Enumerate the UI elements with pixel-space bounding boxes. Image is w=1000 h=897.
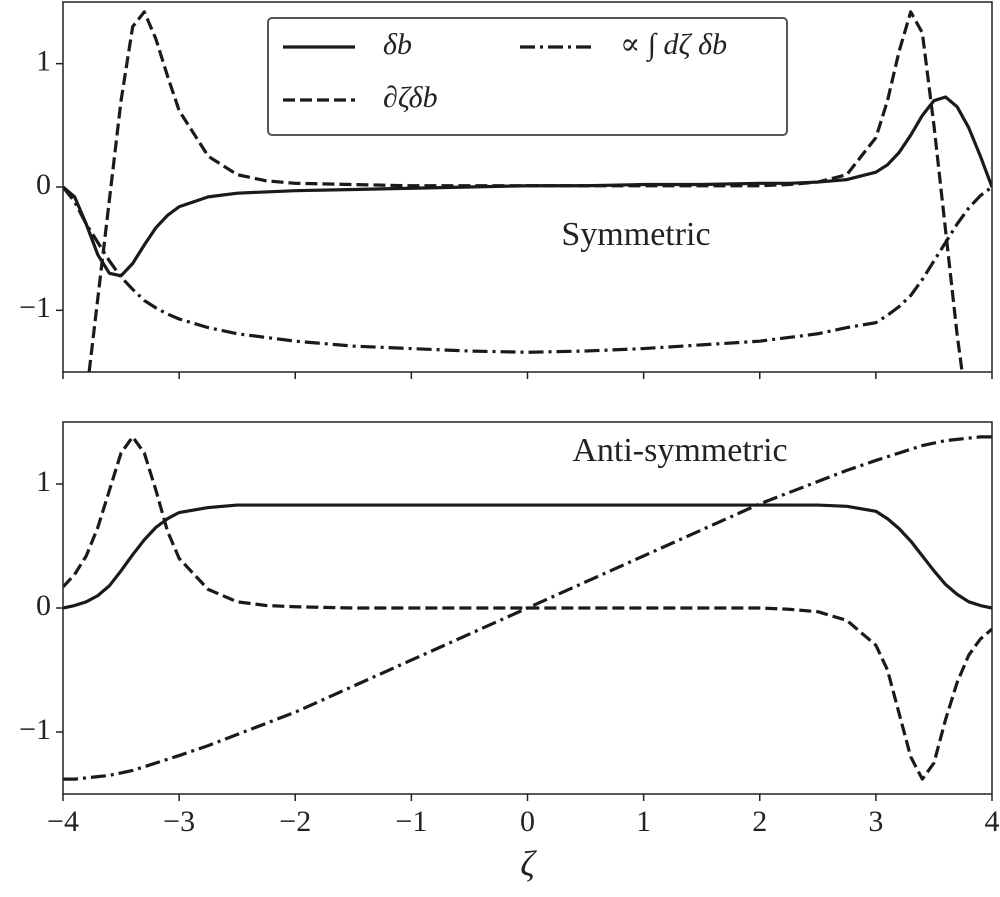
x-tick-label: 2 xyxy=(752,805,767,838)
x-tick-label: 3 xyxy=(868,805,883,838)
legend-label: δb xyxy=(383,28,412,61)
annotation: Anti-symmetric xyxy=(572,432,787,469)
x-tick-label: 4 xyxy=(985,805,1000,838)
y-tick-label: 1 xyxy=(36,465,51,498)
series-line xyxy=(63,435,992,781)
axes-frame xyxy=(62,1,993,373)
y-tick-label: 1 xyxy=(36,45,51,78)
y-tick-label: 0 xyxy=(36,168,51,201)
x-tick-label: −3 xyxy=(163,805,195,838)
legend-label: ∝ ∫ dζ δb xyxy=(620,28,727,63)
plot-area xyxy=(63,435,992,781)
axes-frame xyxy=(62,421,993,795)
legend-box xyxy=(267,17,788,136)
series-line xyxy=(63,185,992,354)
y-tick-label: 0 xyxy=(36,589,51,622)
x-tick-label: −2 xyxy=(279,805,311,838)
x-tick-label: −4 xyxy=(47,805,79,838)
legend-label: ∂ζδb xyxy=(383,81,438,114)
series-line xyxy=(87,10,964,372)
x-tick-label: 1 xyxy=(636,805,651,838)
y-tick-label: −1 xyxy=(19,713,51,746)
plot-area xyxy=(63,10,992,372)
x-axis-label: ζ xyxy=(520,843,537,883)
y-tick-label: −1 xyxy=(19,291,51,324)
x-tick-label: −1 xyxy=(395,805,427,838)
x-tick-label: 0 xyxy=(520,805,535,838)
series-line xyxy=(63,503,992,610)
annotation: Symmetric xyxy=(561,216,710,253)
